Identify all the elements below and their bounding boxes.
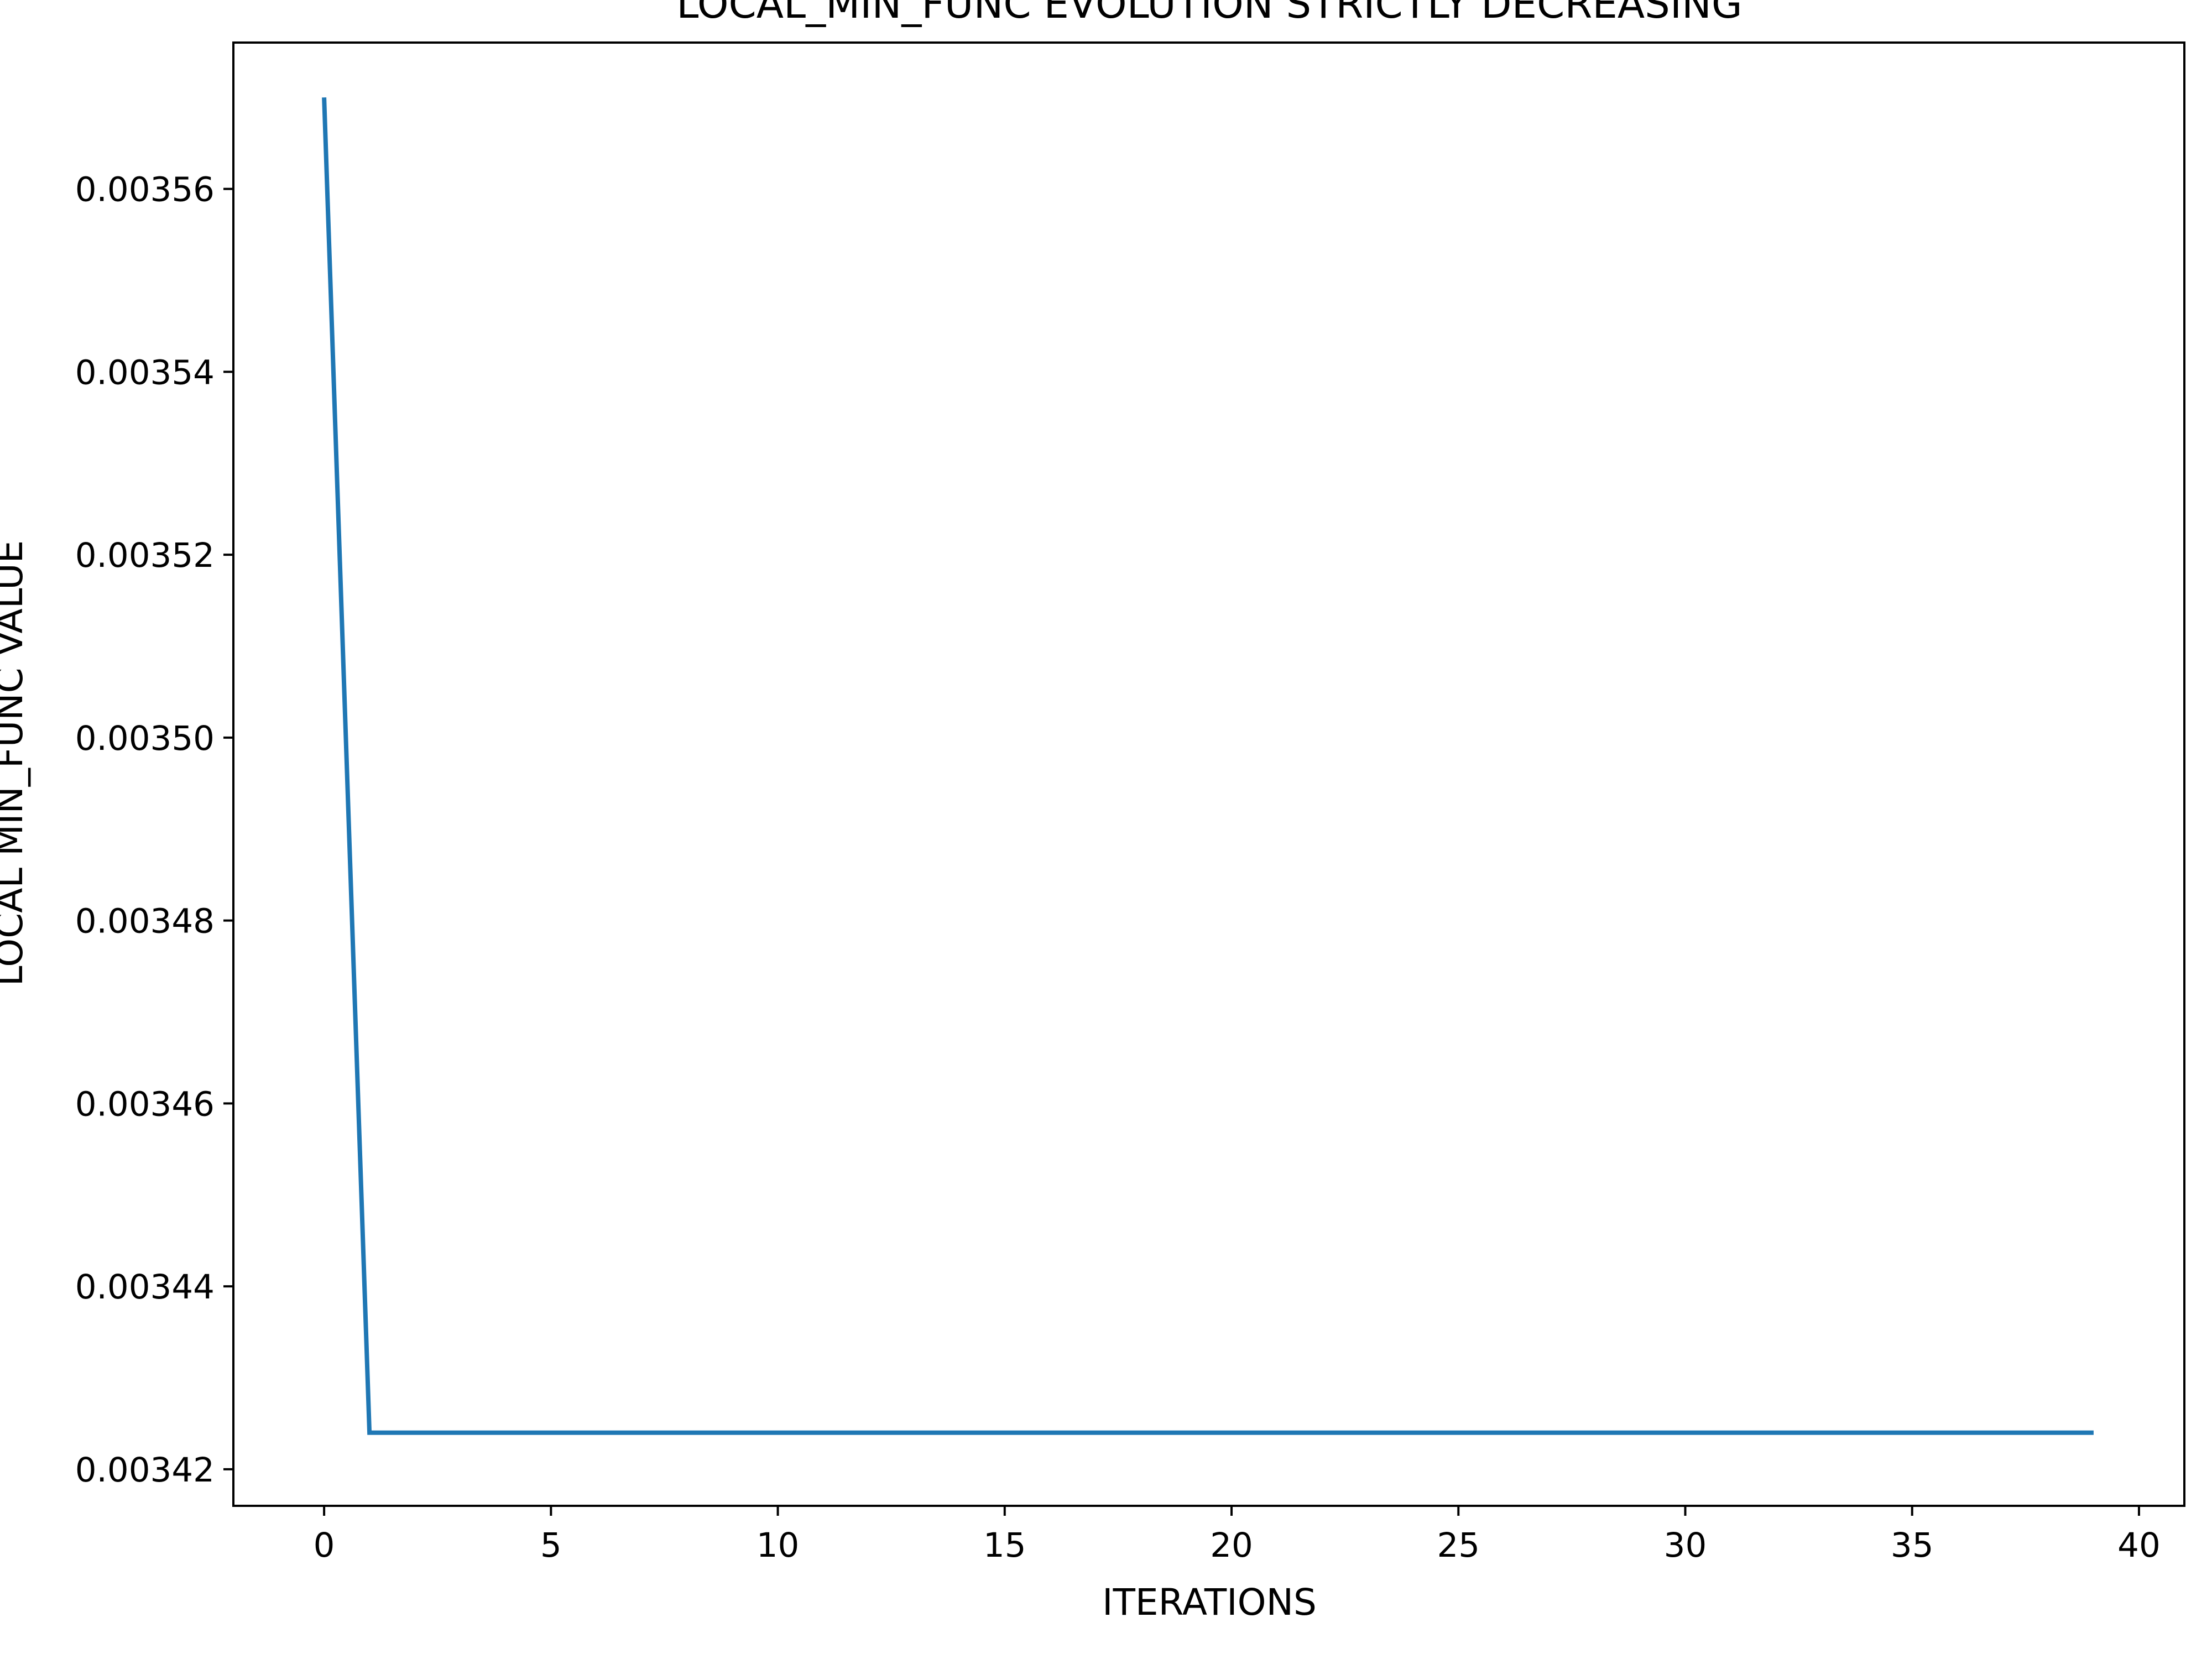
y-tick-label: 0.00342 bbox=[75, 1451, 215, 1490]
x-tick-label: 10 bbox=[757, 1526, 800, 1565]
plot-area: 0 5 10 15 20 25 30 35 40 0.00342 0.00344 0.00346 0.0… bbox=[75, 41, 2185, 1565]
x-tick-label: 15 bbox=[983, 1526, 1026, 1565]
x-tick-label: 30 bbox=[1664, 1526, 1707, 1565]
chart-title: LOCAL_MIN_FUNC EVOLUTION STRICTLY DECREA… bbox=[676, 0, 1742, 27]
series-line-1 bbox=[322, 97, 2094, 1435]
y-tick-label: 0.00346 bbox=[75, 1084, 215, 1124]
y-tick-label: 0.00348 bbox=[75, 902, 215, 941]
y-axis-title: LOCAL MIN_FUNC VALUE bbox=[0, 540, 31, 986]
x-tick-label: 0 bbox=[314, 1526, 335, 1565]
x-tick-label: 40 bbox=[2117, 1526, 2161, 1565]
x-tick-label: 20 bbox=[1210, 1526, 1253, 1565]
x-tick-label: 25 bbox=[1437, 1526, 1480, 1565]
plot-frame bbox=[232, 41, 2185, 1507]
y-tick-label: 0.00356 bbox=[75, 170, 215, 210]
x-axis-title: ITERATIONS bbox=[1102, 1581, 1317, 1624]
y-tick-label: 0.00354 bbox=[75, 353, 215, 392]
x-tick-label: 35 bbox=[1891, 1526, 1934, 1565]
y-tick-label: 0.00344 bbox=[75, 1267, 215, 1307]
y-tick-label: 0.00350 bbox=[75, 719, 215, 758]
x-tick-label: 5 bbox=[540, 1526, 562, 1565]
y-tick-label: 0.00352 bbox=[75, 536, 215, 575]
